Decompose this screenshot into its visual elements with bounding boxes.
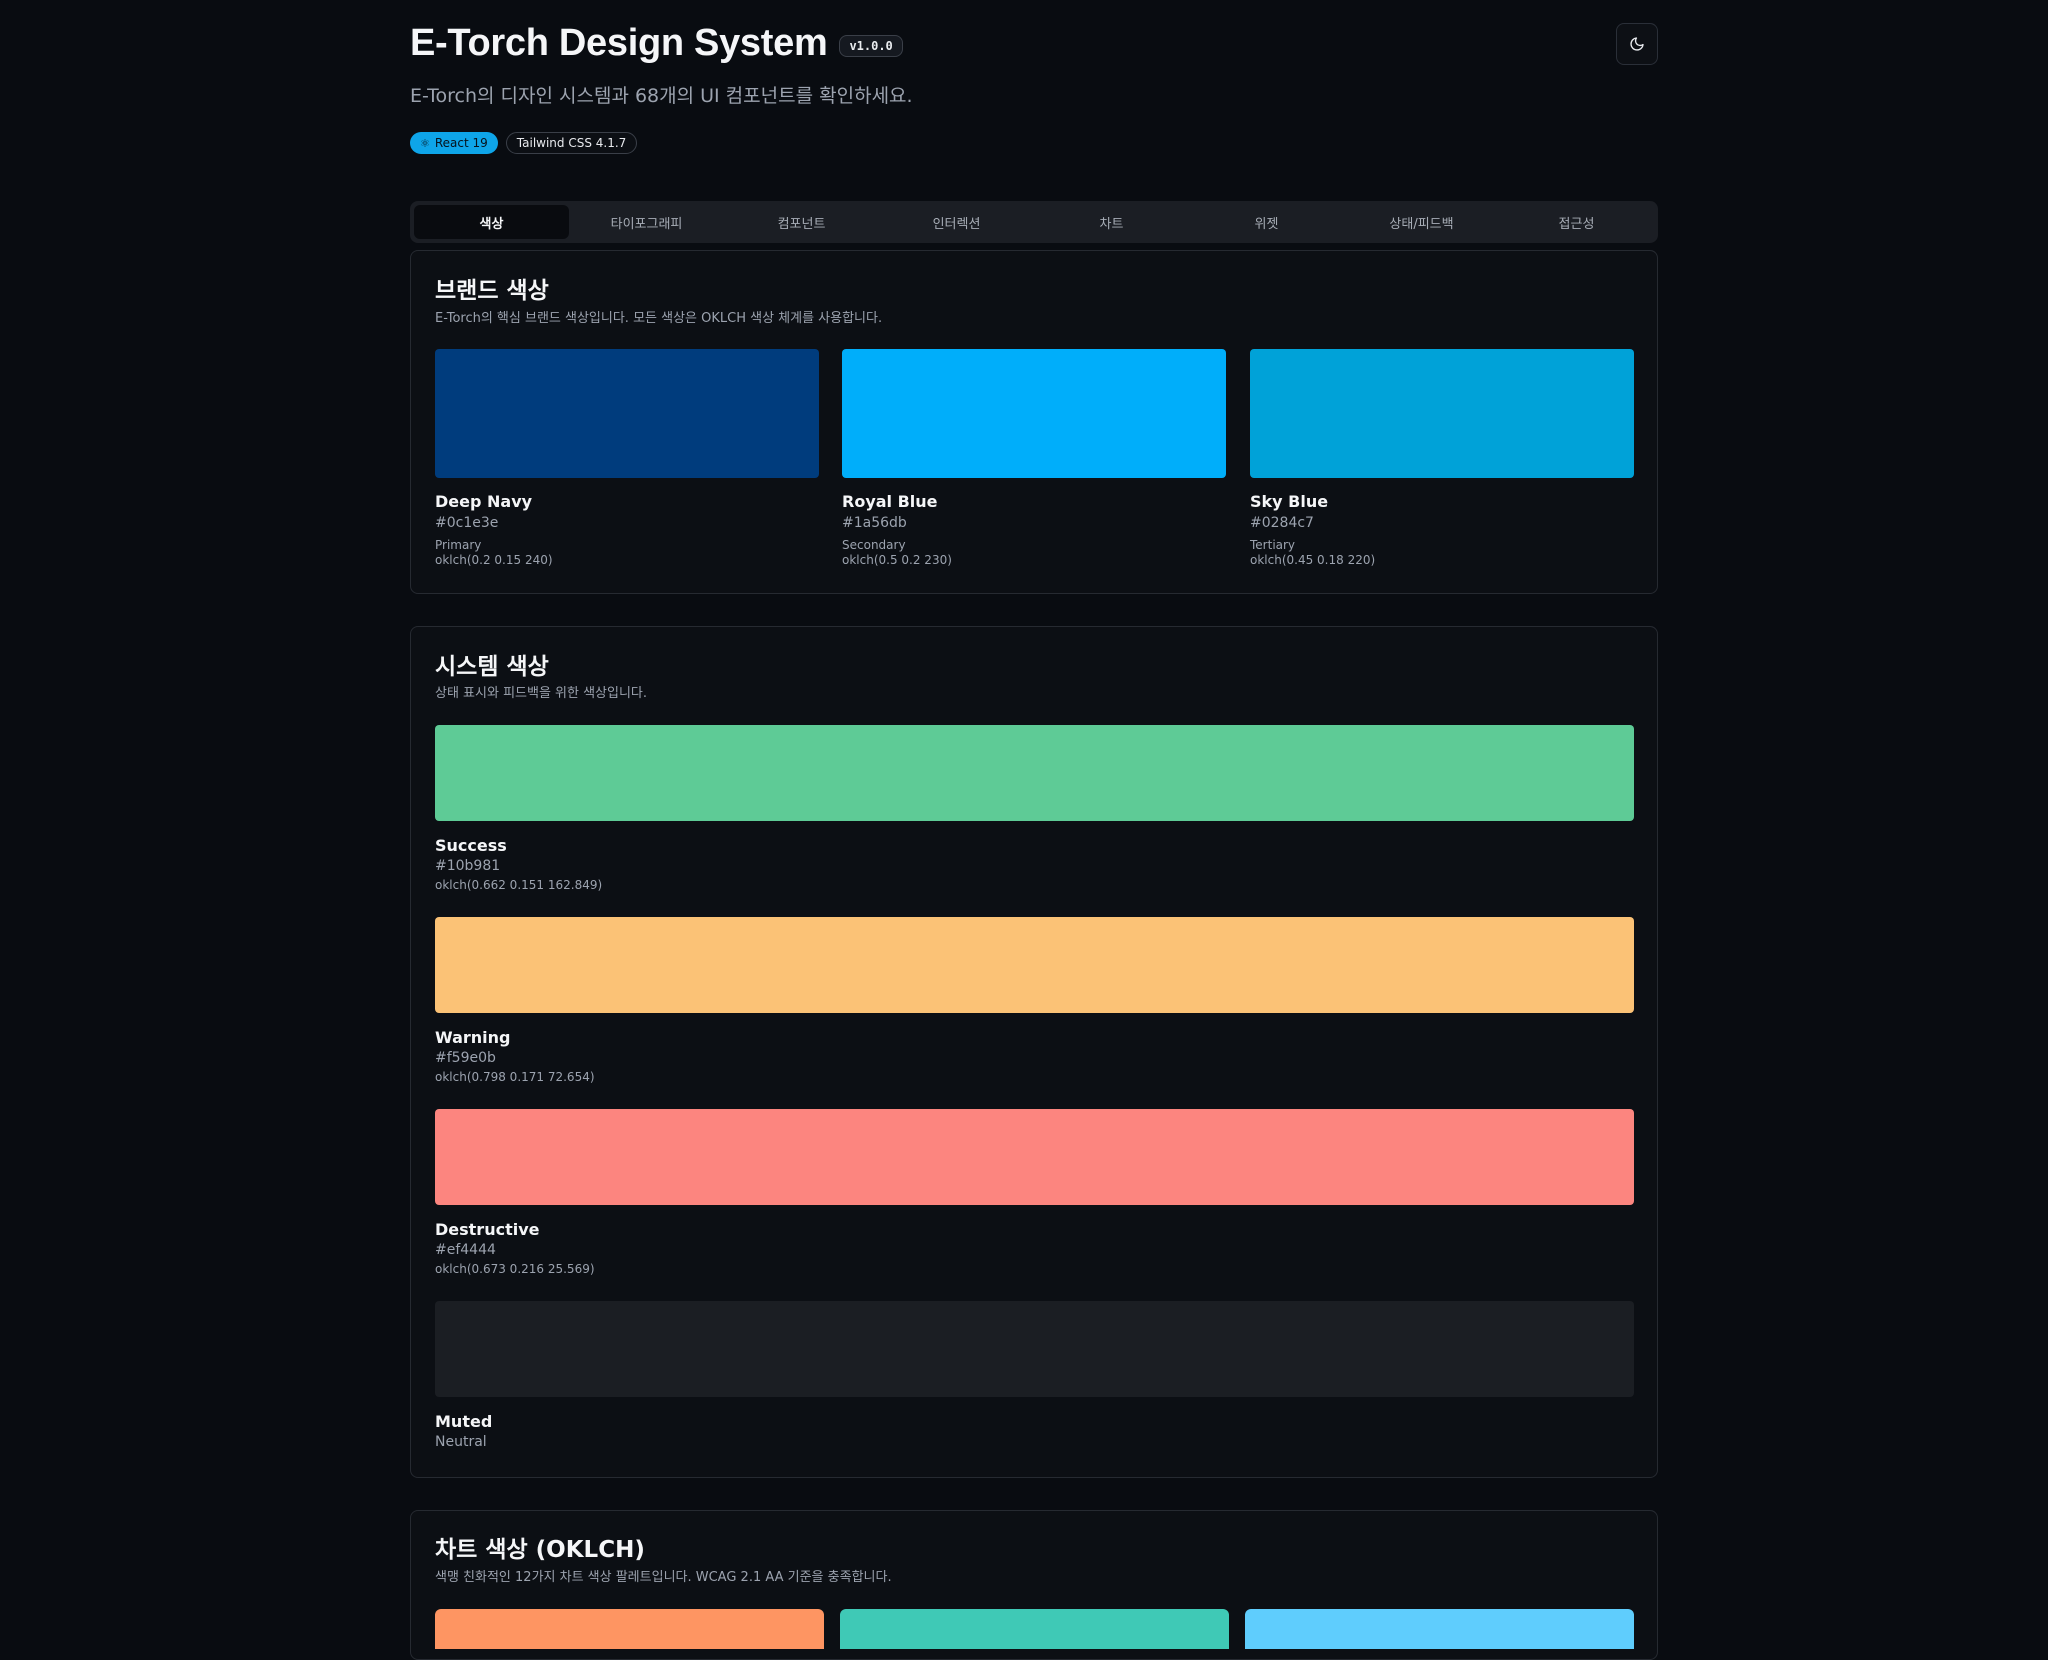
swatch-royal-blue [842, 349, 1226, 478]
page-header: E-Torch Design System v1.0.0 E-Torch의 디자… [410, 0, 1658, 243]
color-hex: Neutral [435, 1434, 487, 1450]
color-name: Sky Blue [1250, 492, 1329, 511]
color-role: Tertiary [1250, 538, 1296, 552]
page-subtitle: E-Torch의 디자인 시스템과 68개의 UI 컴포넌트를 확인하세요. [410, 85, 913, 107]
react-icon: ⚛ [420, 136, 430, 150]
chart-colors-desc: 색맹 친화적인 12가지 차트 색상 팔레트입니다. WCAG 2.1 AA 기… [435, 1570, 892, 1585]
swatch-destructive [435, 1109, 1634, 1205]
system-colors-card: 시스템 색상 상태 표시와 피드백을 위한 색상입니다. Success #10… [410, 626, 1658, 1478]
tailwind-badge: Tailwind CSS 4.1.7 [505, 132, 638, 154]
tab-charts[interactable]: 차트 [1099, 216, 1124, 232]
color-hex: #10b981 [435, 858, 501, 874]
system-colors-title: 시스템 색상 [435, 654, 549, 680]
system-colors-desc: 상태 표시와 피드백을 위한 색상입니다. [435, 686, 648, 701]
theme-toggle-button[interactable] [1616, 23, 1658, 65]
chart-color-swatch [1245, 1609, 1634, 1649]
color-hex: #0284c7 [1250, 515, 1314, 531]
tab-interaction[interactable]: 인터렉션 [932, 216, 981, 232]
moon-icon [1630, 37, 1644, 51]
color-name: Success [435, 836, 507, 855]
brand-colors-title: 브랜드 색상 [435, 278, 549, 304]
page: E-Torch Design System v1.0.0 E-Torch의 디자… [410, 0, 1658, 1660]
page-title: E-Torch Design System [410, 22, 828, 64]
react-badge-label: React 19 [434, 136, 488, 150]
color-role: Secondary [842, 538, 906, 552]
swatch-warning [435, 917, 1634, 1013]
color-oklch: oklch(0.2 0.15 240) [435, 553, 553, 567]
color-oklch: oklch(0.798 0.171 72.654) [435, 1070, 595, 1084]
version-badge: v1.0.0 [839, 34, 903, 57]
color-hex: #ef4444 [435, 1242, 496, 1258]
title-row: E-Torch Design System v1.0.0 [410, 22, 903, 65]
swatch-success [435, 725, 1634, 821]
color-name: Muted [435, 1412, 493, 1431]
color-name: Deep Navy [435, 492, 533, 511]
chart-color-swatch [840, 1609, 1229, 1649]
tab-components[interactable]: 컴포넌트 [777, 216, 826, 232]
color-hex: #0c1e3e [435, 515, 499, 531]
tech-badges: ⚛ React 19 Tailwind CSS 4.1.7 [410, 132, 638, 154]
color-hex: #f59e0b [435, 1050, 496, 1066]
tab-status-feedback[interactable]: 상태/피드백 [1389, 216, 1454, 232]
color-name: Royal Blue [842, 492, 938, 511]
color-role: Primary [435, 538, 482, 552]
color-oklch: oklch(0.5 0.2 230) [842, 553, 952, 567]
color-name: Destructive [435, 1220, 540, 1239]
tab-list: 색상 타이포그래피 컴포넌트 인터렉션 차트 위젯 상태/피드백 접근성 [410, 201, 1658, 243]
tab-widgets[interactable]: 위젯 [1254, 216, 1279, 232]
brand-colors-desc: E-Torch의 핵심 브랜드 색상입니다. 모든 색상은 OKLCH 색상 체… [435, 311, 883, 326]
tab-typography[interactable]: 타이포그래피 [610, 216, 683, 232]
swatch-sky-blue [1250, 349, 1634, 478]
chart-color-swatch [435, 1609, 824, 1649]
swatch-deep-navy [435, 349, 819, 478]
chart-colors-title: 차트 색상 (OKLCH) [435, 1537, 645, 1563]
color-oklch: oklch(0.662 0.151 162.849) [435, 878, 603, 892]
color-oklch: oklch(0.45 0.18 220) [1250, 553, 1376, 567]
tab-accessibility[interactable]: 접근성 [1558, 216, 1595, 232]
color-oklch: oklch(0.673 0.216 25.569) [435, 1262, 595, 1276]
color-hex: #1a56db [842, 515, 907, 531]
react-badge: ⚛ React 19 [410, 132, 498, 154]
brand-colors-card: 브랜드 색상 E-Torch의 핵심 브랜드 색상입니다. 모든 색상은 OKL… [410, 250, 1658, 594]
color-name: Warning [435, 1028, 511, 1047]
swatch-muted [435, 1301, 1634, 1397]
tab-colors[interactable]: 색상 [414, 205, 569, 239]
